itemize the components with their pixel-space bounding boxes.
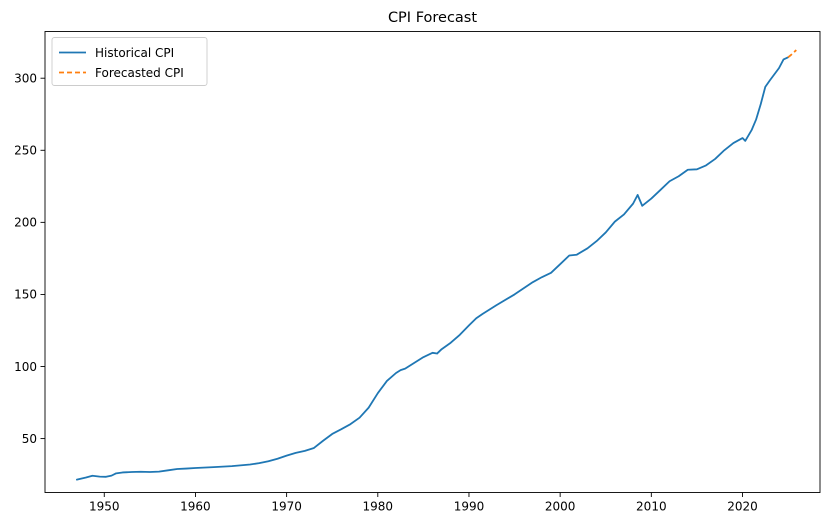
- legend-box: [51, 37, 208, 86]
- y-tick-label: 200: [14, 216, 37, 230]
- historical-cpi-line: [76, 56, 789, 481]
- x-tick-label: 1960: [180, 500, 211, 514]
- chart-title: CPI Forecast: [388, 10, 477, 26]
- y-tick-label: 300: [14, 72, 37, 86]
- x-tick-label: 1970: [271, 500, 302, 514]
- x-tick-label: 2020: [727, 500, 758, 514]
- legend-historical-label: Historical CPI: [95, 46, 174, 60]
- x-tick-label: 2010: [636, 500, 667, 514]
- y-axis: 50 100 150 200 250 300: [14, 72, 45, 446]
- legend: Historical CPI Forecasted CPI: [51, 37, 208, 86]
- y-tick-label: 250: [14, 144, 37, 158]
- x-tick-label: 2000: [545, 500, 576, 514]
- x-tick-label: 1990: [454, 500, 485, 514]
- plot-frame: [44, 31, 821, 493]
- legend-forecast-label: Forecasted CPI: [95, 66, 184, 80]
- forecasted-cpi-line: [787, 49, 797, 59]
- x-axis: 1950 1960 1970 1980 1990 2000 2010 2020: [89, 492, 758, 514]
- series-group: [76, 49, 797, 481]
- y-tick-label: 150: [14, 288, 37, 302]
- y-tick-label: 100: [14, 360, 37, 374]
- x-tick-label: 1980: [363, 500, 394, 514]
- x-tick-label: 1950: [89, 500, 120, 514]
- y-tick-label: 50: [22, 432, 37, 446]
